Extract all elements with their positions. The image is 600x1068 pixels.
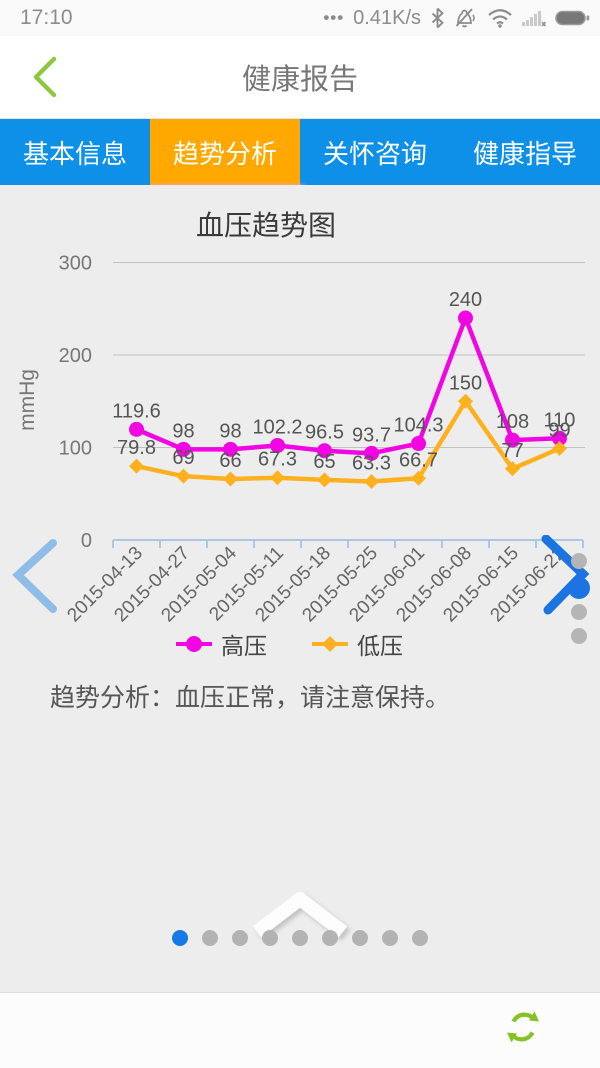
chart-page-dot xyxy=(568,577,590,599)
expand-panel-button[interactable] xyxy=(235,888,365,949)
series-labels-高压: 119.6 98 98 102.2 96.5 93.7 104.3 240 108 110 xyxy=(112,289,575,446)
refresh-button[interactable] xyxy=(503,1007,543,1047)
svg-text:93.7: 93.7 xyxy=(352,424,391,446)
mute-bell-icon xyxy=(454,7,478,29)
x-axis xyxy=(112,539,584,548)
series-line-高压 xyxy=(135,315,560,456)
svg-text:104.3: 104.3 xyxy=(393,415,443,437)
report-page-dot[interactable] xyxy=(322,930,338,946)
svg-text:66.7: 66.7 xyxy=(399,449,438,471)
series-markers-低压 xyxy=(129,393,567,489)
svg-text:108: 108 xyxy=(496,411,529,433)
tab-bar: 基本信息 趋势分析 关怀咨询 健康指导 xyxy=(0,119,600,185)
legend-item-高压: 高压 xyxy=(175,627,267,661)
svg-text:66: 66 xyxy=(219,450,241,472)
tab-health-guide[interactable]: 健康指导 xyxy=(472,138,577,169)
svg-text:102.2: 102.2 xyxy=(252,416,302,438)
chevron-left-icon xyxy=(12,539,57,613)
tab-trend-analysis[interactable]: 趋势分析 xyxy=(150,119,300,185)
battery-icon xyxy=(555,9,590,27)
y-axis-label: mmHg xyxy=(16,369,39,431)
back-button[interactable] xyxy=(24,54,68,100)
tab-care-consult[interactable]: 关怀咨询 xyxy=(322,138,427,169)
svg-text:99: 99 xyxy=(548,419,570,441)
bottom-bar xyxy=(0,992,600,1068)
notification-dots-icon: ••• xyxy=(323,8,345,27)
svg-text:98: 98 xyxy=(172,420,194,442)
header: 健康报告 xyxy=(0,36,600,119)
svg-text:67.3: 67.3 xyxy=(258,449,297,471)
svg-text:240: 240 xyxy=(449,289,482,311)
report-page-dots[interactable] xyxy=(0,930,600,946)
back-chevron-icon xyxy=(33,56,57,98)
chart-prev-button[interactable] xyxy=(8,537,66,615)
gridlines: 300 200 100 0 xyxy=(59,253,585,552)
y-tick-label: 0 xyxy=(81,530,92,552)
report-page-dot[interactable] xyxy=(202,930,218,946)
report-page-dot[interactable] xyxy=(382,930,398,946)
report-page-dot[interactable] xyxy=(172,930,188,946)
refresh-icon xyxy=(507,1011,539,1043)
chart-next-button[interactable] xyxy=(536,534,592,615)
chart-page-dot xyxy=(571,553,587,569)
svg-text:69: 69 xyxy=(172,447,194,469)
wifi-icon xyxy=(487,8,513,28)
chart-page-dot xyxy=(571,604,587,620)
svg-text:63.3: 63.3 xyxy=(352,452,391,474)
svg-text:79.8: 79.8 xyxy=(117,437,156,459)
y-tick-label: 100 xyxy=(59,438,92,460)
page-title: 健康报告 xyxy=(241,64,358,96)
report-page-dot[interactable] xyxy=(262,930,278,946)
chevron-right-icon xyxy=(541,534,590,615)
chart-legend: 高压 低压 xyxy=(0,627,589,661)
series-line-低压 xyxy=(136,399,561,484)
analysis-text: 趋势分析：血压正常，请注意保持。 xyxy=(50,684,451,712)
y-tick-label: 200 xyxy=(59,345,92,367)
report-page-dot[interactable] xyxy=(232,930,248,946)
report-page-dot[interactable] xyxy=(292,930,308,946)
chart-page-dot xyxy=(571,628,587,644)
network-speed: 0.41K/s xyxy=(353,6,421,29)
legend-circle-swatch xyxy=(176,636,212,652)
series-markers-高压 xyxy=(129,310,567,461)
series-labels-低压: 79.8 69 66 67.3 65 63.3 66.7 150 77 99 xyxy=(117,372,571,474)
bluetooth-icon xyxy=(430,7,445,29)
svg-text:77: 77 xyxy=(501,440,523,462)
x-tick-labels: 2015-04-132015-04-272015-05-042015-05-11… xyxy=(63,542,570,626)
report-page-dot[interactable] xyxy=(412,930,428,946)
blood-pressure-chart[interactable]: 300 200 100 0 mmHg 2015-04-132015-04-272015-0… xyxy=(0,240,600,660)
chart-title: 血压趋势图 xyxy=(195,210,336,241)
clock: 17:10 xyxy=(20,6,73,29)
svg-text:96.5: 96.5 xyxy=(305,422,344,444)
report-page-dot[interactable] xyxy=(352,930,368,946)
svg-text:110: 110 xyxy=(544,409,576,431)
legend-item-低压: 低压 xyxy=(311,627,403,661)
tab-basic-info[interactable]: 基本信息 xyxy=(22,138,127,169)
trend-analysis-panel: 血压趋势图 300 200 100 0 mmHg 2015-04-13 2015-04-27… xyxy=(0,185,600,992)
status-bar: 17:10 ••• 0.41K/s xyxy=(0,0,600,36)
chart-page-indicator xyxy=(566,553,592,652)
svg-text:119.6: 119.6 xyxy=(112,400,161,422)
legend-diamond-swatch xyxy=(312,636,348,652)
svg-text:98: 98 xyxy=(219,420,241,442)
chevron-up-icon xyxy=(252,892,348,938)
signal-bars-icon xyxy=(522,9,546,27)
svg-text:65: 65 xyxy=(313,451,335,473)
y-tick-label: 300 xyxy=(59,253,92,275)
svg-text:150: 150 xyxy=(449,372,482,394)
